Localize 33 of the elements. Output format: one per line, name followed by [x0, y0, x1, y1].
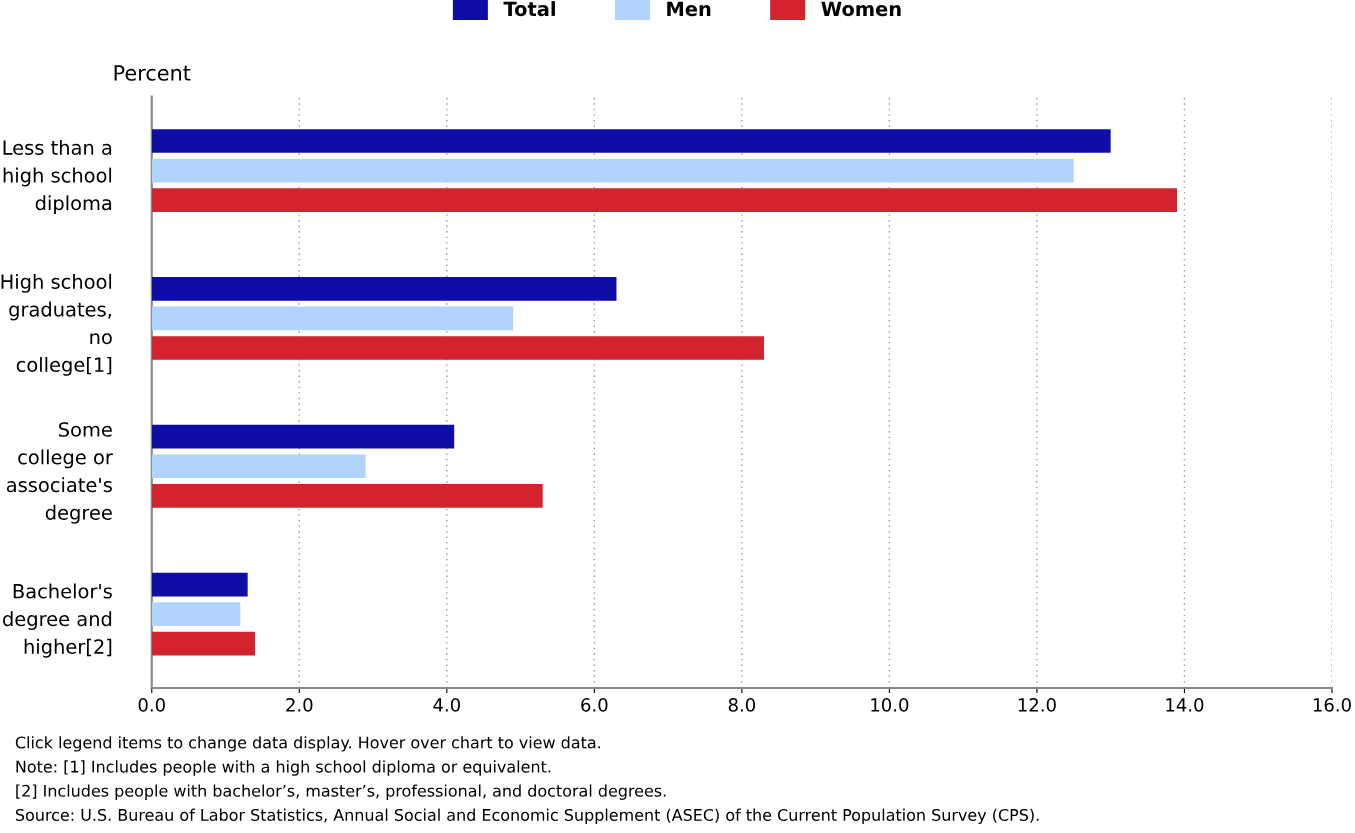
x-tick-label: 4.0 [433, 698, 460, 712]
bar [151, 188, 1178, 212]
x-tick-label: 0.0 [138, 698, 165, 712]
bar [151, 277, 617, 301]
y-tick-label: Less than a high school diploma [3, 139, 112, 215]
bar [151, 129, 1111, 153]
x-tick-label: 2.0 [286, 698, 313, 712]
x-tick-label: 14.0 [1166, 698, 1204, 712]
y-tick-label: Some college or associate's degree [6, 422, 113, 524]
source-note: Source: U.S. Bureau of Labor Statistics, Annual Social and Economic Supplement (ASEC) of the Current Population Survey (CPS). [15, 808, 1039, 825]
legend-label: Men [667, 1, 711, 17]
x-tick-label: 10.0 [871, 698, 909, 712]
x-tick-label: 12.0 [1018, 698, 1056, 712]
y-tick-label: Bachelor's degree and higher[2] [3, 583, 112, 658]
x-axis-title: Percent [114, 65, 191, 81]
bar [151, 336, 764, 360]
text: Click legend items to change data display. Hover over chart to view data. [15, 736, 601, 752]
bar [151, 631, 256, 656]
legend-label: Total [503, 1, 555, 17]
bar [151, 454, 366, 479]
x-tick-label: 8.0 [728, 698, 756, 712]
bar [151, 484, 543, 508]
y-tick-label: High school graduates, no college[1] [1, 273, 112, 376]
x-tick-label: 6.0 [581, 698, 608, 712]
bar [151, 306, 514, 331]
bar [151, 602, 241, 626]
bar [151, 424, 455, 449]
text: [2] Includes people with bachelor’s, master’s, professional, and doctoral degrees. [16, 784, 666, 800]
legend-label: Women [821, 1, 901, 17]
bar [151, 572, 248, 597]
bar [151, 158, 1074, 183]
text: Note: [1] Includes people with a high school diploma or equivalent. [16, 760, 551, 776]
x-tick-label: 16.0 [1313, 698, 1351, 712]
